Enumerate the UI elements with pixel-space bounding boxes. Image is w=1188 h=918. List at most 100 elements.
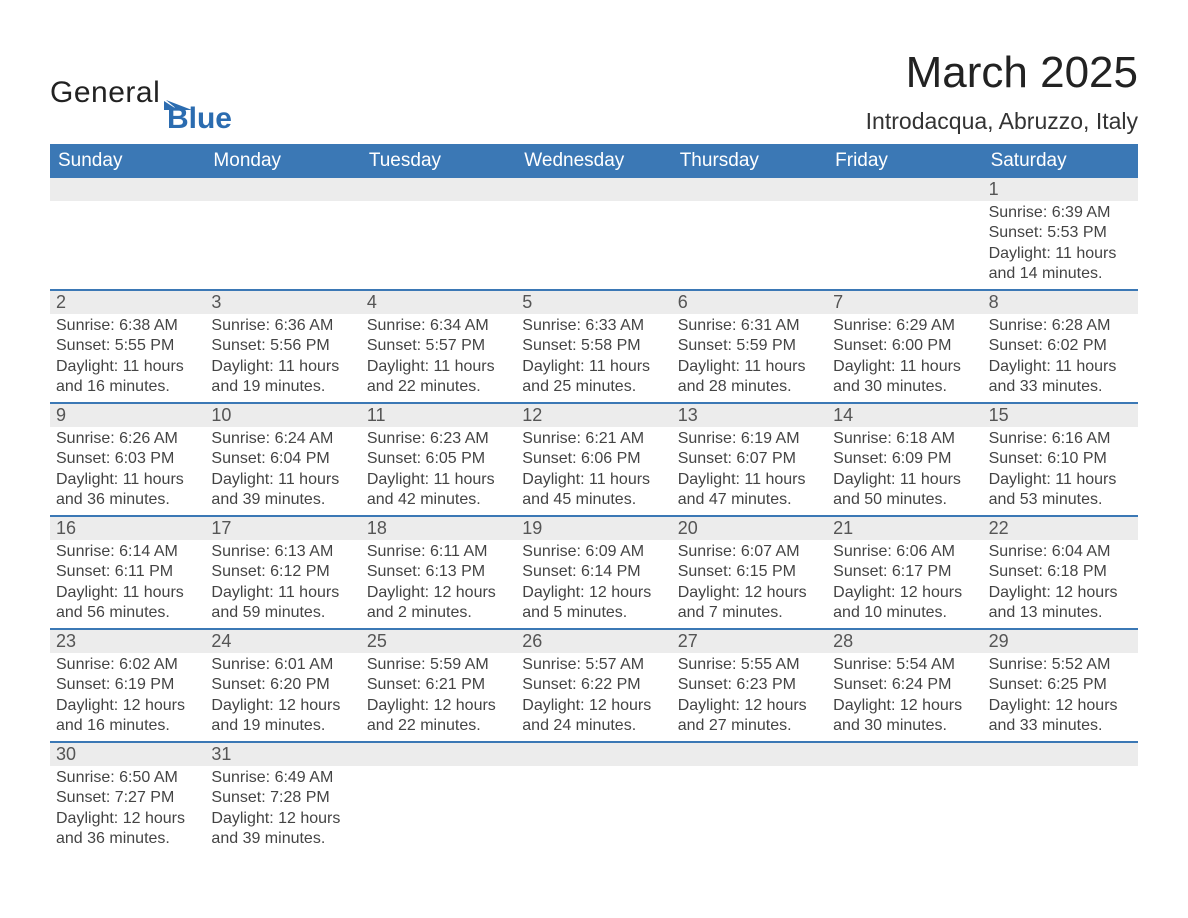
day-number: 2: [50, 291, 205, 314]
day-line: and 33 minutes.: [989, 716, 1132, 736]
day-cell: Sunrise: 6:39 AMSunset: 5:53 PMDaylight:…: [983, 201, 1138, 289]
day-number: [672, 743, 827, 766]
day-line: Daylight: 11 hours: [678, 470, 821, 490]
week-daynum-strip: 16171819202122: [50, 515, 1138, 540]
weekday-monday: Monday: [205, 144, 360, 178]
day-line: Sunrise: 6:38 AM: [56, 316, 199, 336]
day-line: Sunrise: 6:13 AM: [211, 542, 354, 562]
day-line: Sunset: 5:59 PM: [678, 336, 821, 356]
day-cell: Sunrise: 6:49 AMSunset: 7:28 PMDaylight:…: [205, 766, 360, 854]
day-cell: Sunrise: 5:52 AMSunset: 6:25 PMDaylight:…: [983, 653, 1138, 741]
week-daynum-strip: 9101112131415: [50, 402, 1138, 427]
day-cell: Sunrise: 6:38 AMSunset: 5:55 PMDaylight:…: [50, 314, 205, 402]
day-cell: Sunrise: 6:33 AMSunset: 5:58 PMDaylight:…: [516, 314, 671, 402]
day-line: Sunset: 5:56 PM: [211, 336, 354, 356]
day-number: [672, 178, 827, 201]
day-number: [983, 743, 1138, 766]
weekday-thursday: Thursday: [672, 144, 827, 178]
day-line: Sunset: 6:04 PM: [211, 449, 354, 469]
weekday-wednesday: Wednesday: [516, 144, 671, 178]
day-line: Daylight: 11 hours: [522, 357, 665, 377]
day-number: 6: [672, 291, 827, 314]
day-number: 16: [50, 517, 205, 540]
day-line: and 14 minutes.: [989, 264, 1132, 284]
day-line: Daylight: 11 hours: [211, 470, 354, 490]
header: General Blue March 2025 Introdacqua, Abr…: [50, 48, 1138, 136]
day-line: Sunrise: 6:36 AM: [211, 316, 354, 336]
day-line: Daylight: 12 hours: [678, 696, 821, 716]
day-line: Sunrise: 6:39 AM: [989, 203, 1132, 223]
day-cell: Sunrise: 6:26 AMSunset: 6:03 PMDaylight:…: [50, 427, 205, 515]
day-line: Daylight: 11 hours: [56, 470, 199, 490]
day-number: 27: [672, 630, 827, 653]
day-line: Daylight: 11 hours: [833, 470, 976, 490]
day-line: Daylight: 12 hours: [522, 696, 665, 716]
day-line: and 59 minutes.: [211, 603, 354, 623]
day-line: Sunset: 6:23 PM: [678, 675, 821, 695]
day-cell: Sunrise: 6:19 AMSunset: 6:07 PMDaylight:…: [672, 427, 827, 515]
day-cell: [361, 766, 516, 854]
day-line: Sunrise: 6:33 AM: [522, 316, 665, 336]
weekday-saturday: Saturday: [983, 144, 1138, 178]
day-cell: [672, 766, 827, 854]
day-line: and 25 minutes.: [522, 377, 665, 397]
day-line: Sunset: 6:06 PM: [522, 449, 665, 469]
day-line: Sunrise: 6:26 AM: [56, 429, 199, 449]
day-line: Sunrise: 6:06 AM: [833, 542, 976, 562]
day-line: Sunrise: 5:57 AM: [522, 655, 665, 675]
day-number: [516, 743, 671, 766]
day-line: Sunrise: 5:54 AM: [833, 655, 976, 675]
day-number: 29: [983, 630, 1138, 653]
day-line: Daylight: 12 hours: [56, 696, 199, 716]
day-cell: [516, 766, 671, 854]
day-line: Daylight: 12 hours: [678, 583, 821, 603]
page-title: March 2025: [866, 48, 1138, 98]
day-number: 30: [50, 743, 205, 766]
day-line: Sunrise: 6:50 AM: [56, 768, 199, 788]
day-cell: [983, 766, 1138, 854]
day-line: and 2 minutes.: [367, 603, 510, 623]
day-line: Sunset: 6:12 PM: [211, 562, 354, 582]
weekday-friday: Friday: [827, 144, 982, 178]
day-line: and 7 minutes.: [678, 603, 821, 623]
day-cell: [827, 766, 982, 854]
day-line: and 36 minutes.: [56, 829, 199, 849]
day-number: 26: [516, 630, 671, 653]
day-line: and 39 minutes.: [211, 829, 354, 849]
day-line: Sunset: 6:11 PM: [56, 562, 199, 582]
week-body-row: Sunrise: 6:14 AMSunset: 6:11 PMDaylight:…: [50, 540, 1138, 628]
day-line: and 36 minutes.: [56, 490, 199, 510]
title-block: March 2025 Introdacqua, Abruzzo, Italy: [866, 48, 1138, 135]
weekday-header: Sunday Monday Tuesday Wednesday Thursday…: [50, 144, 1138, 178]
day-cell: [50, 201, 205, 289]
day-line: Sunrise: 6:31 AM: [678, 316, 821, 336]
day-line: Sunset: 6:19 PM: [56, 675, 199, 695]
day-line: and 53 minutes.: [989, 490, 1132, 510]
day-line: Sunrise: 6:28 AM: [989, 316, 1132, 336]
day-line: Sunset: 6:20 PM: [211, 675, 354, 695]
day-number: 5: [516, 291, 671, 314]
day-line: and 30 minutes.: [833, 377, 976, 397]
day-line: Sunset: 6:22 PM: [522, 675, 665, 695]
weeks-container: 1Sunrise: 6:39 AMSunset: 5:53 PMDaylight…: [50, 178, 1138, 854]
day-line: Daylight: 11 hours: [833, 357, 976, 377]
day-line: Sunrise: 6:23 AM: [367, 429, 510, 449]
day-number: 22: [983, 517, 1138, 540]
day-number: 15: [983, 404, 1138, 427]
day-cell: Sunrise: 6:28 AMSunset: 6:02 PMDaylight:…: [983, 314, 1138, 402]
day-line: Sunset: 6:10 PM: [989, 449, 1132, 469]
day-cell: Sunrise: 6:21 AMSunset: 6:06 PMDaylight:…: [516, 427, 671, 515]
weekday-sunday: Sunday: [50, 144, 205, 178]
day-number: [361, 178, 516, 201]
day-line: Sunset: 5:58 PM: [522, 336, 665, 356]
day-cell: Sunrise: 6:18 AMSunset: 6:09 PMDaylight:…: [827, 427, 982, 515]
day-cell: Sunrise: 6:02 AMSunset: 6:19 PMDaylight:…: [50, 653, 205, 741]
day-number: 28: [827, 630, 982, 653]
day-number: 7: [827, 291, 982, 314]
day-line: and 19 minutes.: [211, 377, 354, 397]
week-daynum-strip: 3031: [50, 741, 1138, 766]
day-cell: [672, 201, 827, 289]
day-line: Sunset: 6:05 PM: [367, 449, 510, 469]
day-line: Daylight: 12 hours: [989, 696, 1132, 716]
day-line: Daylight: 11 hours: [56, 583, 199, 603]
